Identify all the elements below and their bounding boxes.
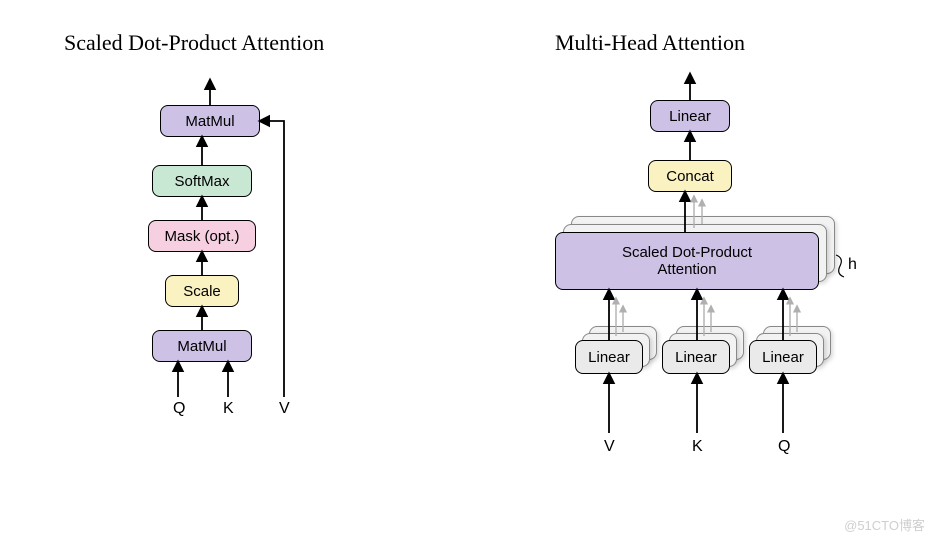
box-concat: Concat xyxy=(648,160,732,192)
title-right: Multi-Head Attention xyxy=(555,30,745,56)
box-linear-k: Linear xyxy=(662,340,730,374)
sdpa-line2: Attention xyxy=(657,261,716,278)
box-softmax: SoftMax xyxy=(152,165,252,197)
label-k2: K xyxy=(692,438,703,456)
label-h: h xyxy=(848,256,857,274)
box-mask: Mask (opt.) xyxy=(148,220,256,252)
box-sdpa: Scaled Dot-Product Attention xyxy=(555,232,819,290)
box-scale: Scale xyxy=(165,275,239,307)
box-matmul-bottom: MatMul xyxy=(152,330,252,362)
watermark: @51CTO博客 xyxy=(844,515,925,534)
box-linear-q: Linear xyxy=(749,340,817,374)
label-v2: V xyxy=(604,438,615,456)
label-q2: Q xyxy=(778,438,790,456)
box-linear-out: Linear xyxy=(650,100,730,132)
label-q: Q xyxy=(173,400,185,418)
sdpa-line1: Scaled Dot-Product xyxy=(622,244,752,261)
box-matmul-top: MatMul xyxy=(160,105,260,137)
box-linear-v: Linear xyxy=(575,340,643,374)
label-k: K xyxy=(223,400,234,418)
title-left: Scaled Dot-Product Attention xyxy=(64,30,324,56)
label-v: V xyxy=(279,400,290,418)
